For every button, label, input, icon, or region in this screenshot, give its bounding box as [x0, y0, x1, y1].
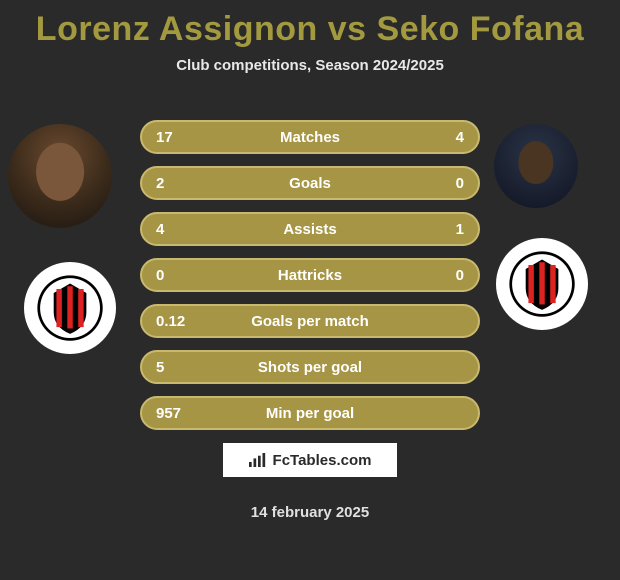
stat-right-value: 1: [424, 221, 464, 238]
stat-left-value: 0.12: [156, 313, 196, 330]
stat-right-value: 0: [424, 175, 464, 192]
stat-left-value: 17: [156, 129, 196, 146]
club-badge-icon: [36, 274, 104, 342]
player2-club-badge: [496, 238, 588, 330]
stat-row: 5 Shots per goal: [140, 350, 480, 384]
subtitle: Club competitions, Season 2024/2025: [0, 57, 620, 74]
stat-row: 957 Min per goal: [140, 396, 480, 430]
player2-avatar: [494, 124, 578, 208]
club-badge-icon: [508, 250, 576, 318]
stat-row: 4 Assists 1: [140, 212, 480, 246]
stat-label: Goals per match: [251, 313, 369, 330]
stat-row: 0.12 Goals per match: [140, 304, 480, 338]
stat-right-value: 0: [424, 267, 464, 284]
stat-left-value: 957: [156, 405, 196, 422]
stat-row: 0 Hattricks 0: [140, 258, 480, 292]
date-text: 14 february 2025: [251, 504, 369, 521]
stat-left-value: 4: [156, 221, 196, 238]
stat-label: Hattricks: [278, 267, 342, 284]
stat-left-value: 0: [156, 267, 196, 284]
footer-brand: FcTables.com: [222, 442, 398, 478]
stat-label: Assists: [283, 221, 336, 238]
player1-club-badge: [24, 262, 116, 354]
stat-label: Shots per goal: [258, 359, 362, 376]
stat-left-value: 2: [156, 175, 196, 192]
stat-right-value: 4: [424, 129, 464, 146]
stat-label: Min per goal: [266, 405, 354, 422]
stat-label: Goals: [289, 175, 331, 192]
page-title: Lorenz Assignon vs Seko Fofana: [0, 0, 620, 49]
player1-avatar: [8, 124, 112, 228]
stat-label: Matches: [280, 129, 340, 146]
stat-row: 17 Matches 4: [140, 120, 480, 154]
chart-icon: [249, 453, 267, 467]
stat-left-value: 5: [156, 359, 196, 376]
stats-container: 17 Matches 4 2 Goals 0 4 Assists 1 0 Hat…: [140, 120, 480, 442]
footer-brand-text: FcTables.com: [273, 452, 372, 469]
stat-row: 2 Goals 0: [140, 166, 480, 200]
